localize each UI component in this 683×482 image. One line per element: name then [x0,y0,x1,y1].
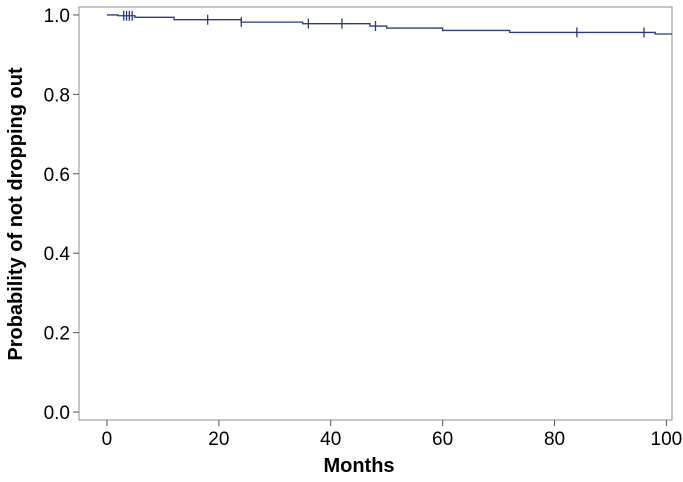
y-axis-title: Probability of not dropping out [5,67,27,361]
y-axis-ticks: 0.0 0.2 0.4 0.6 0.8 1.0 [44,6,79,424]
x-tick-label: 80 [544,429,565,450]
series-group [106,10,672,38]
x-axis-title: Months [323,455,394,477]
y-tick-label: 0.8 [44,85,70,106]
y-tick-label: 1.0 [44,6,70,27]
x-tick-label: 100 [651,429,683,450]
x-tick-label: 0 [102,429,113,450]
y-tick-label: 0.2 [44,324,70,345]
x-tick-label: 20 [208,429,229,450]
y-tick-label: 0.0 [44,403,70,424]
y-tick-label: 0.4 [44,244,71,265]
x-axis-ticks: 0 20 40 60 80 100 [102,420,683,450]
x-tick-label: 40 [320,429,341,450]
y-tick-label: 0.6 [44,165,70,186]
x-tick-label: 60 [432,429,453,450]
plot-frame [78,6,673,421]
survival-step-line [106,14,672,35]
